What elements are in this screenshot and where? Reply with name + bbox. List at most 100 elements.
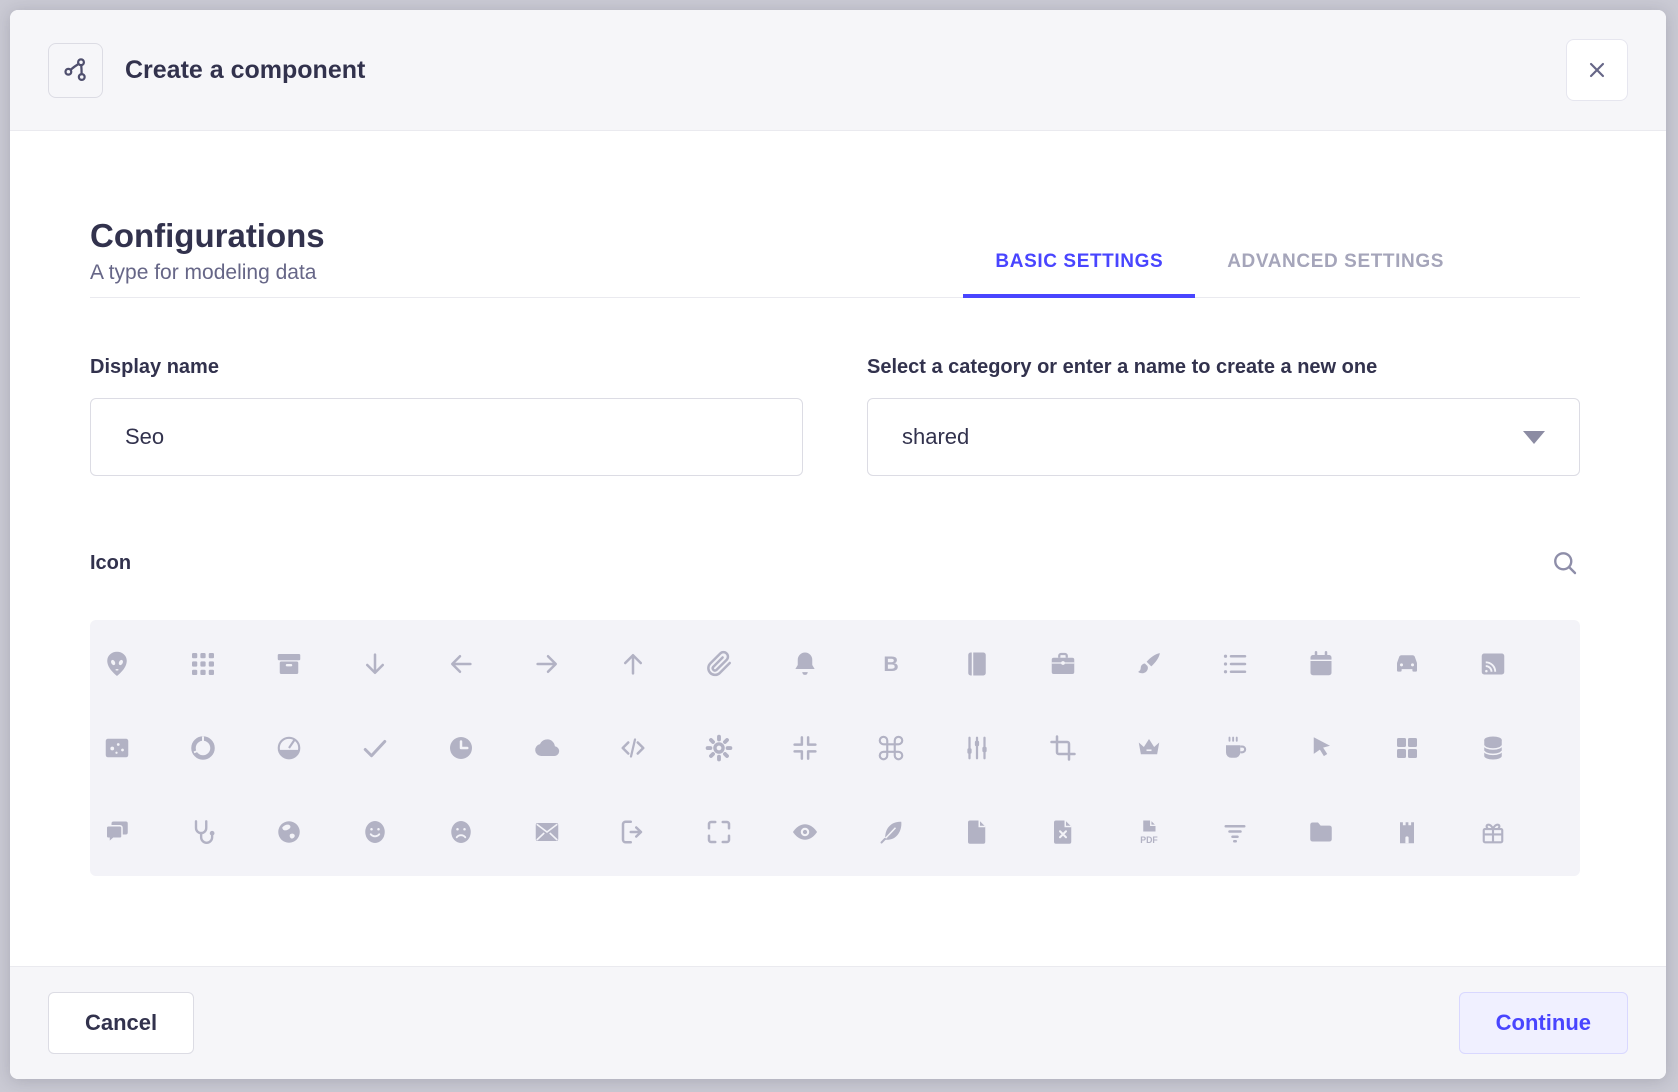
file-icon — [968, 820, 986, 844]
icon-option-envelope[interactable] — [532, 790, 618, 874]
icon-option-cloud[interactable] — [532, 706, 618, 790]
clock-icon — [450, 737, 472, 759]
icon-option-chart-circle[interactable] — [188, 706, 274, 790]
cancel-button[interactable]: Cancel — [48, 992, 195, 1054]
modal-title: Create a component — [125, 55, 366, 84]
chart-circle-icon — [191, 736, 215, 760]
icon-option-briefcase[interactable] — [1048, 622, 1134, 706]
icon-option-crop[interactable] — [1048, 706, 1134, 790]
icon-option-alien[interactable] — [102, 622, 188, 706]
icon-option-arrow-up[interactable] — [618, 622, 704, 706]
icon-option-exit[interactable] — [618, 790, 704, 874]
discuss-icon — [105, 821, 128, 844]
icon-option-emotion-unhappy[interactable] — [446, 790, 532, 874]
icon-option-folder[interactable] — [1306, 790, 1392, 874]
page-subtitle: A type for modeling data — [90, 261, 317, 284]
icon-option-bold[interactable]: B — [876, 622, 962, 706]
icon-option-arrow-down[interactable] — [360, 622, 446, 706]
expand-icon — [707, 820, 731, 844]
icon-option-arrow-left[interactable] — [446, 622, 532, 706]
icon-option-chart-pie[interactable] — [274, 706, 360, 790]
car-icon — [1397, 655, 1417, 672]
calendar-icon — [1310, 651, 1332, 676]
icon-picker-section: Icon B PDF — [90, 548, 1580, 876]
icon-option-file-error[interactable] — [1048, 790, 1134, 874]
icon-option-book[interactable] — [962, 622, 1048, 706]
display-name-input[interactable] — [90, 398, 803, 476]
icon-option-calendar[interactable] — [1306, 622, 1392, 706]
icon-option-bell[interactable] — [790, 622, 876, 706]
emotion-unhappy-icon — [451, 821, 471, 843]
heading-row: Configurations A type for modeling data … — [90, 218, 1580, 298]
close-button[interactable] — [1566, 39, 1628, 101]
archive-icon — [277, 654, 301, 674]
icon-option-command[interactable] — [876, 706, 962, 790]
icon-option-archive[interactable] — [274, 622, 360, 706]
icon-option-collapse[interactable] — [790, 706, 876, 790]
icon-option-bullet-list[interactable] — [1220, 622, 1306, 706]
brush-icon — [1138, 653, 1160, 674]
icon-option-brush[interactable] — [1134, 622, 1220, 706]
icon-picker-head: Icon — [90, 548, 1580, 578]
icon-option-expand[interactable] — [704, 790, 790, 874]
icon-option-emotion-happy[interactable] — [360, 790, 446, 874]
arrow-down-icon — [366, 653, 384, 674]
display-name-label: Display name — [90, 356, 219, 378]
icon-option-dashboard[interactable] — [1392, 706, 1478, 790]
collapse-icon — [793, 736, 817, 760]
icon-option-gift[interactable] — [1478, 790, 1564, 874]
continue-button[interactable]: Continue — [1458, 992, 1628, 1054]
icon-option-eye[interactable] — [790, 790, 876, 874]
bell-icon — [795, 652, 815, 675]
icon-option-crown[interactable] — [1134, 706, 1220, 790]
icon-option-discuss[interactable] — [102, 790, 188, 874]
icon-option-cast[interactable] — [1478, 622, 1564, 706]
icon-option-chart-bubble[interactable] — [102, 706, 188, 790]
icon-option-filter[interactable] — [1220, 790, 1306, 874]
category-select[interactable]: shared — [867, 398, 1580, 476]
icon-option-database[interactable] — [1478, 706, 1564, 790]
attachment-icon — [707, 650, 731, 677]
icon-option-feather[interactable] — [876, 790, 962, 874]
component-icon-box — [48, 42, 103, 98]
icon-picker-label: Icon — [90, 552, 132, 574]
tab-advanced-settings[interactable]: ADVANCED SETTINGS — [1195, 251, 1476, 297]
icon-option-arrow-right[interactable] — [532, 622, 618, 706]
icon-option-apps[interactable] — [188, 622, 274, 706]
file-error-icon — [1054, 820, 1072, 844]
filter-icon — [1224, 825, 1246, 843]
icon-option-file-pdf[interactable]: PDF — [1134, 790, 1220, 874]
search-icon-button[interactable] — [1550, 548, 1580, 578]
icon-option-earth[interactable] — [274, 790, 360, 874]
icon-option-attachment[interactable] — [704, 622, 790, 706]
cog-icon — [705, 734, 733, 762]
create-component-modal: Create a component Configurations A type… — [10, 10, 1666, 1079]
gift-icon — [1482, 823, 1504, 844]
icon-option-cursor[interactable] — [1306, 706, 1392, 790]
icon-option-sliders[interactable] — [962, 706, 1048, 790]
chart-pie-icon — [277, 736, 301, 760]
cup-icon — [1226, 736, 1247, 758]
icon-option-file[interactable] — [962, 790, 1048, 874]
command-icon — [878, 735, 904, 761]
close-icon — [1589, 62, 1605, 78]
book-icon — [968, 652, 986, 676]
icon-option-check[interactable] — [360, 706, 446, 790]
tab-basic-settings[interactable]: BASIC SETTINGS — [963, 251, 1196, 298]
apps-icon — [192, 653, 214, 675]
icon-option-gate[interactable] — [1392, 790, 1478, 874]
icon-option-clock[interactable] — [446, 706, 532, 790]
form-row: Display name Select a category or enter … — [90, 354, 1580, 476]
icon-option-car[interactable] — [1392, 622, 1478, 706]
icon-grid: B PDF — [90, 620, 1580, 876]
icon-option-doctor[interactable] — [188, 790, 274, 874]
arrow-left-icon — [451, 655, 472, 673]
category-field: Select a category or enter a name to cre… — [867, 354, 1580, 476]
icon-option-code[interactable] — [618, 706, 704, 790]
gate-icon — [1400, 822, 1414, 844]
tabs: BASIC SETTINGS ADVANCED SETTINGS — [963, 218, 1476, 298]
briefcase-icon — [1051, 652, 1075, 674]
icon-option-cup[interactable] — [1220, 706, 1306, 790]
bold-icon: B — [883, 652, 898, 676]
icon-option-cog[interactable] — [704, 706, 790, 790]
